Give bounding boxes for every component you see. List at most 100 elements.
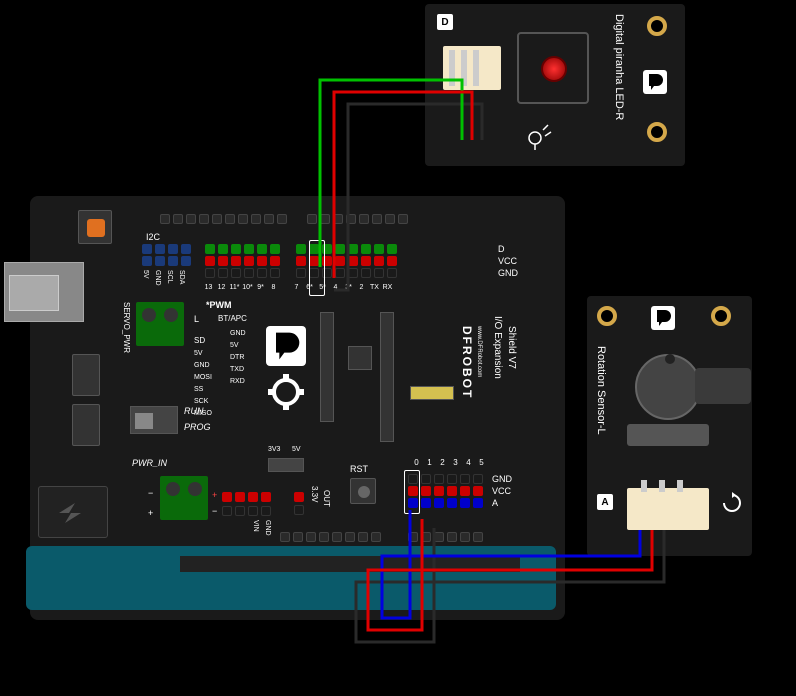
- digital-pin-label: RX: [381, 284, 394, 291]
- run-prog-switch[interactable]: [130, 406, 178, 434]
- analog-pin-label: 0: [410, 458, 423, 467]
- label-sda: SDA: [178, 270, 185, 284]
- label-pwr-plus: +: [148, 508, 153, 518]
- label-pwr-plus2: +: [212, 490, 217, 500]
- digital-pin-label: 13: [202, 284, 215, 291]
- digital-signal-row[interactable]: [205, 244, 397, 254]
- pwr-rail-blk[interactable]: [222, 506, 271, 516]
- label-vcc-bot: VCC: [492, 486, 511, 496]
- rst-button[interactable]: [350, 478, 376, 504]
- label-pwr-minus: −: [148, 488, 153, 498]
- arduino-header-bottom: [180, 556, 520, 572]
- pin-a0-highlight: [404, 470, 420, 514]
- label-vcc-top: VCC: [498, 256, 517, 266]
- led-symbol-icon: [525, 122, 555, 152]
- rotation-symbol-icon: [721, 492, 743, 514]
- analog-pin-label: 4: [462, 458, 475, 467]
- label-vin: VIN: [252, 520, 259, 532]
- digital-gnd-row[interactable]: [205, 268, 397, 278]
- bt-label: DTR: [230, 354, 246, 366]
- led-module: Digital piranha LED-R D: [425, 4, 685, 166]
- pwr-in-terminal[interactable]: [160, 476, 208, 520]
- label-rst: RST: [350, 464, 368, 474]
- label-3v3: 3V3: [268, 446, 280, 453]
- led-connector[interactable]: [443, 46, 501, 90]
- center-header-1: [320, 312, 334, 422]
- i2c-header-2[interactable]: [142, 256, 191, 266]
- label-pwm: *PWM: [206, 300, 232, 310]
- digital-vcc-row[interactable]: [205, 256, 397, 266]
- label-i2c: I2C: [146, 232, 160, 242]
- label-gnd-pwr: GND: [264, 520, 271, 536]
- dfrobot-logo-icon: [651, 306, 675, 330]
- voltage-switch[interactable]: [268, 458, 304, 472]
- rotary-shaft: [695, 368, 751, 404]
- button-2[interactable]: [72, 404, 100, 446]
- usb-port[interactable]: [4, 262, 84, 322]
- label-run: RUN: [184, 406, 204, 416]
- label-scl: SCL: [166, 270, 173, 284]
- label-gnd-top: GND: [498, 268, 518, 278]
- analog-pin-label: 2: [436, 458, 449, 467]
- digital-pin-label: 5*: [316, 284, 329, 291]
- digital-pin-label: 3*: [342, 284, 355, 291]
- digital-pin-label: 9*: [254, 284, 267, 291]
- mounting-hole: [647, 16, 667, 36]
- servo-pwr-terminal[interactable]: [136, 302, 184, 346]
- top-header-row[interactable]: [160, 214, 408, 224]
- barrel-jack[interactable]: [38, 486, 108, 538]
- digital-pin-label: 8: [267, 284, 280, 291]
- label-prog: PROG: [184, 422, 211, 432]
- mounting-hole: [647, 122, 667, 142]
- label-33v: 3.3V: [310, 486, 319, 502]
- smd-component: [410, 386, 454, 400]
- label-d: D: [498, 244, 505, 254]
- 33v-out-pins[interactable]: [294, 492, 304, 515]
- bottom-header-2[interactable]: [408, 532, 483, 542]
- digital-pin-label: 12: [215, 284, 228, 291]
- rotation-connector[interactable]: [627, 488, 709, 530]
- center-header-2: [380, 312, 394, 442]
- smd-chip: [348, 346, 372, 370]
- bottom-header-1[interactable]: [280, 532, 381, 542]
- dfrobot-logo-icon: [643, 70, 667, 94]
- analog-pin-label: 5: [475, 458, 488, 467]
- label-servo-pwr: SERVO_PWR: [122, 302, 131, 353]
- label-gnd-bot: GND: [492, 474, 512, 484]
- led-badge-d: D: [437, 14, 453, 30]
- sd-label: MOSI: [194, 374, 212, 386]
- analog-pin-label: 1: [423, 458, 436, 467]
- rotary-knob[interactable]: [635, 354, 701, 420]
- led-module-title: Digital piranha LED-R: [613, 14, 625, 120]
- label-sd: SD: [194, 336, 205, 345]
- gear-icon: [266, 372, 306, 412]
- pwr-rail-red[interactable]: [222, 492, 271, 502]
- digital-pin-label: 4: [329, 284, 342, 291]
- rotation-module-title: Rotation Sensor-L: [595, 346, 607, 435]
- orange-button[interactable]: [78, 210, 112, 244]
- label-5v-sw: 5V: [292, 446, 301, 453]
- bt-labels: GND5VDTRTXDRXD: [230, 330, 246, 390]
- sd-label: 5V: [194, 350, 212, 362]
- digital-pin-label: [280, 284, 290, 291]
- bt-label: 5V: [230, 342, 246, 354]
- mounting-hole: [597, 306, 617, 326]
- led-housing: [517, 32, 589, 104]
- board-logo-area: [266, 326, 306, 366]
- label-out: OUT: [322, 490, 331, 507]
- digital-pin-label: TX: [368, 284, 381, 291]
- rotation-badge-a: A: [597, 494, 613, 510]
- digital-pin-label: 11*: [228, 284, 241, 291]
- button-1[interactable]: [72, 354, 100, 396]
- bt-label: TXD: [230, 366, 246, 378]
- rotary-base: [627, 424, 709, 446]
- label-l: L: [194, 314, 199, 324]
- label-brand: DFROBOT: [460, 326, 474, 399]
- label-btapc: BT/APC: [218, 314, 247, 323]
- label-shield-ver: Shield V7: [506, 326, 517, 369]
- sd-label: GND: [194, 362, 212, 374]
- label-shield: I/O Expansion: [492, 316, 503, 379]
- label-brand-sub: www.DFRobot.com: [476, 326, 482, 377]
- main-board: I2C 5V GND SCL SDA D VCC GND 131211*10*9…: [30, 196, 565, 620]
- i2c-header[interactable]: [142, 244, 191, 254]
